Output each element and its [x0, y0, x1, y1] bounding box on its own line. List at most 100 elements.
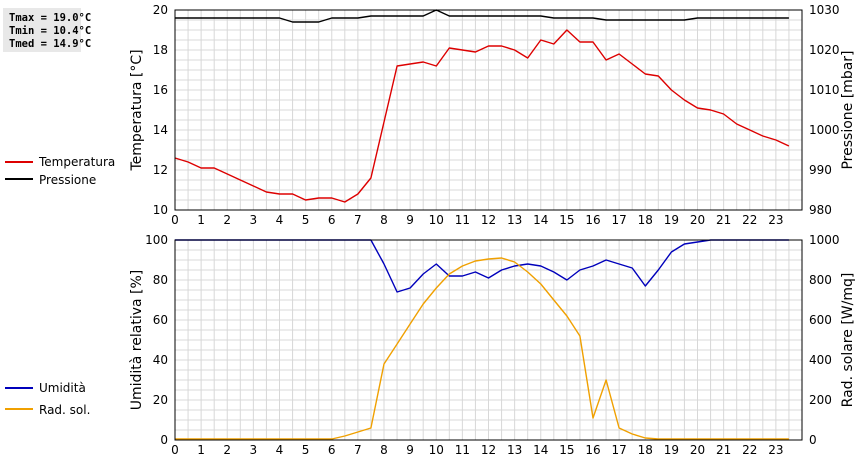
- x-tick-label: 18: [638, 443, 653, 457]
- y2-tick-label: 1000: [809, 123, 840, 137]
- stat-tmed: Tmed = 14.9°C: [9, 38, 91, 50]
- chart-2-y-axis-label: Umidità relativa [%]: [129, 270, 145, 411]
- y2-tick-label: 200: [809, 393, 832, 407]
- chart-humidity-solar: 0 1 2 3 4 5 6 7 8 9 10 11 12 13 14 15 16 17 18 19 20 21 22 23 0…: [5, 233, 856, 457]
- y-tick-label: 80: [153, 273, 168, 287]
- x-tick-label: 5: [302, 443, 310, 457]
- chart-1-y-axis-label: Temperatura [°C]: [129, 49, 145, 171]
- chart-1-y-ticks: 10 12 14 16 18 20: [153, 3, 168, 217]
- stats-box: Tmax = 19.0°C Tmin = 10.4°C Tmed = 14.9°…: [3, 8, 91, 52]
- x-tick-label: 16: [585, 213, 600, 227]
- x-tick-label: 1: [197, 443, 205, 457]
- legend-umidita-label: Umidità: [39, 381, 86, 395]
- y-tick-label: 100: [145, 233, 168, 247]
- x-tick-label: 14: [533, 443, 548, 457]
- chart-2-legend: Umidità Rad. sol.: [5, 381, 90, 417]
- x-tick-label: 12: [481, 213, 496, 227]
- chart-1-y2-ticks: 980 990 1000 1010 1020 1030: [809, 3, 840, 217]
- x-tick-label: 2: [223, 213, 231, 227]
- x-tick-label: 8: [380, 443, 388, 457]
- x-tick-label: 4: [276, 213, 284, 227]
- x-tick-label: 17: [611, 213, 626, 227]
- y-tick-label: 40: [153, 353, 168, 367]
- x-tick-label: 19: [664, 213, 679, 227]
- y-tick-label: 10: [153, 203, 168, 217]
- series-line-pressione: [175, 9, 789, 23]
- x-tick-label: 9: [406, 443, 414, 457]
- y2-tick-label: 1000: [809, 233, 840, 247]
- y-tick-label: 18: [153, 43, 168, 57]
- x-tick-label: 11: [455, 213, 470, 227]
- chart-1-y2-axis-label: Pressione [mbar]: [840, 50, 856, 169]
- x-tick-label: 6: [328, 213, 336, 227]
- x-tick-label: 22: [742, 443, 757, 457]
- stat-tmax: Tmax = 19.0°C: [9, 12, 91, 24]
- chart-1-frame: [174, 9, 803, 211]
- x-tick-label: 3: [250, 213, 258, 227]
- x-tick-label: 23: [768, 213, 783, 227]
- y-tick-label: 20: [153, 3, 168, 17]
- x-tick-label: 16: [585, 443, 600, 457]
- x-tick-label: 3: [250, 443, 258, 457]
- x-tick-label: 4: [276, 443, 284, 457]
- y2-tick-label: 980: [809, 203, 832, 217]
- x-tick-label: 12: [481, 443, 496, 457]
- x-tick-label: 18: [638, 213, 653, 227]
- legend-radsol-label: Rad. sol.: [39, 403, 90, 417]
- y-tick-label: 16: [153, 83, 168, 97]
- y-tick-label: 20: [153, 393, 168, 407]
- y2-tick-label: 1010: [809, 83, 840, 97]
- chart-1-x-ticks: 0 1 2 3 4 5 6 7 8 9 10 11 12 13 14 15 16 17 18 19 20 21 22 23: [171, 213, 783, 227]
- stat-tmin: Tmin = 10.4°C: [9, 25, 91, 37]
- chart-1-series: [174, 9, 790, 203]
- x-tick-label: 7: [354, 443, 362, 457]
- x-tick-label: 20: [690, 443, 705, 457]
- x-tick-label: 15: [559, 443, 574, 457]
- chart-2-y-ticks: 0 20 40 60 80 100: [145, 233, 168, 447]
- chart-1-legend: Temperatura Pressione: [5, 155, 115, 187]
- y2-tick-label: 1030: [809, 3, 840, 17]
- chart-temperature-pressure: 0 1 2 3 4 5 6 7 8 9 10 11 12 13 14 15 16 17 18 19 20 21 22 23 1…: [5, 3, 856, 227]
- chart-2-frame: [174, 239, 803, 441]
- x-tick-label: 13: [507, 213, 522, 227]
- y-tick-label: 60: [153, 313, 168, 327]
- x-tick-label: 19: [664, 443, 679, 457]
- y-tick-label: 14: [153, 123, 168, 137]
- chart-2-y2-axis-label: Rad. solare [W/mq]: [840, 273, 856, 408]
- x-tick-label: 10: [429, 443, 444, 457]
- x-tick-label: 15: [559, 213, 574, 227]
- x-tick-label: 0: [171, 213, 179, 227]
- chart-2-y2-ticks: 0 200 400 600 800 1000: [809, 233, 840, 447]
- y-tick-label: 0: [160, 433, 168, 447]
- x-tick-label: 21: [716, 213, 731, 227]
- x-tick-label: 2: [223, 443, 231, 457]
- x-tick-label: 13: [507, 443, 522, 457]
- x-tick-label: 14: [533, 213, 548, 227]
- x-tick-label: 17: [611, 443, 626, 457]
- y-tick-label: 12: [153, 163, 168, 177]
- y2-tick-label: 600: [809, 313, 832, 327]
- x-tick-label: 0: [171, 443, 179, 457]
- x-tick-label: 20: [690, 213, 705, 227]
- y2-tick-label: 800: [809, 273, 832, 287]
- chart-1-grid: [175, 10, 802, 210]
- series-line-rad-sol: [175, 257, 789, 440]
- x-tick-label: 9: [406, 213, 414, 227]
- x-tick-label: 10: [429, 213, 444, 227]
- legend-temperatura-label: Temperatura: [38, 155, 115, 169]
- chart-2-x-ticks: 0 1 2 3 4 5 6 7 8 9 10 11 12 13 14 15 16 17 18 19 20 21 22 23: [171, 443, 783, 457]
- series-line-temperatura: [174, 29, 790, 203]
- chart-2-grid: [175, 240, 802, 440]
- y2-tick-label: 400: [809, 353, 832, 367]
- x-tick-label: 6: [328, 443, 336, 457]
- x-tick-label: 22: [742, 213, 757, 227]
- x-tick-label: 23: [768, 443, 783, 457]
- legend-pressione-label: Pressione: [39, 173, 96, 187]
- x-tick-label: 11: [455, 443, 470, 457]
- x-tick-label: 8: [380, 213, 388, 227]
- stats-box-background: [3, 8, 81, 52]
- y2-tick-label: 990: [809, 163, 832, 177]
- series-line-umidita: [175, 239, 789, 293]
- x-tick-label: 1: [197, 213, 205, 227]
